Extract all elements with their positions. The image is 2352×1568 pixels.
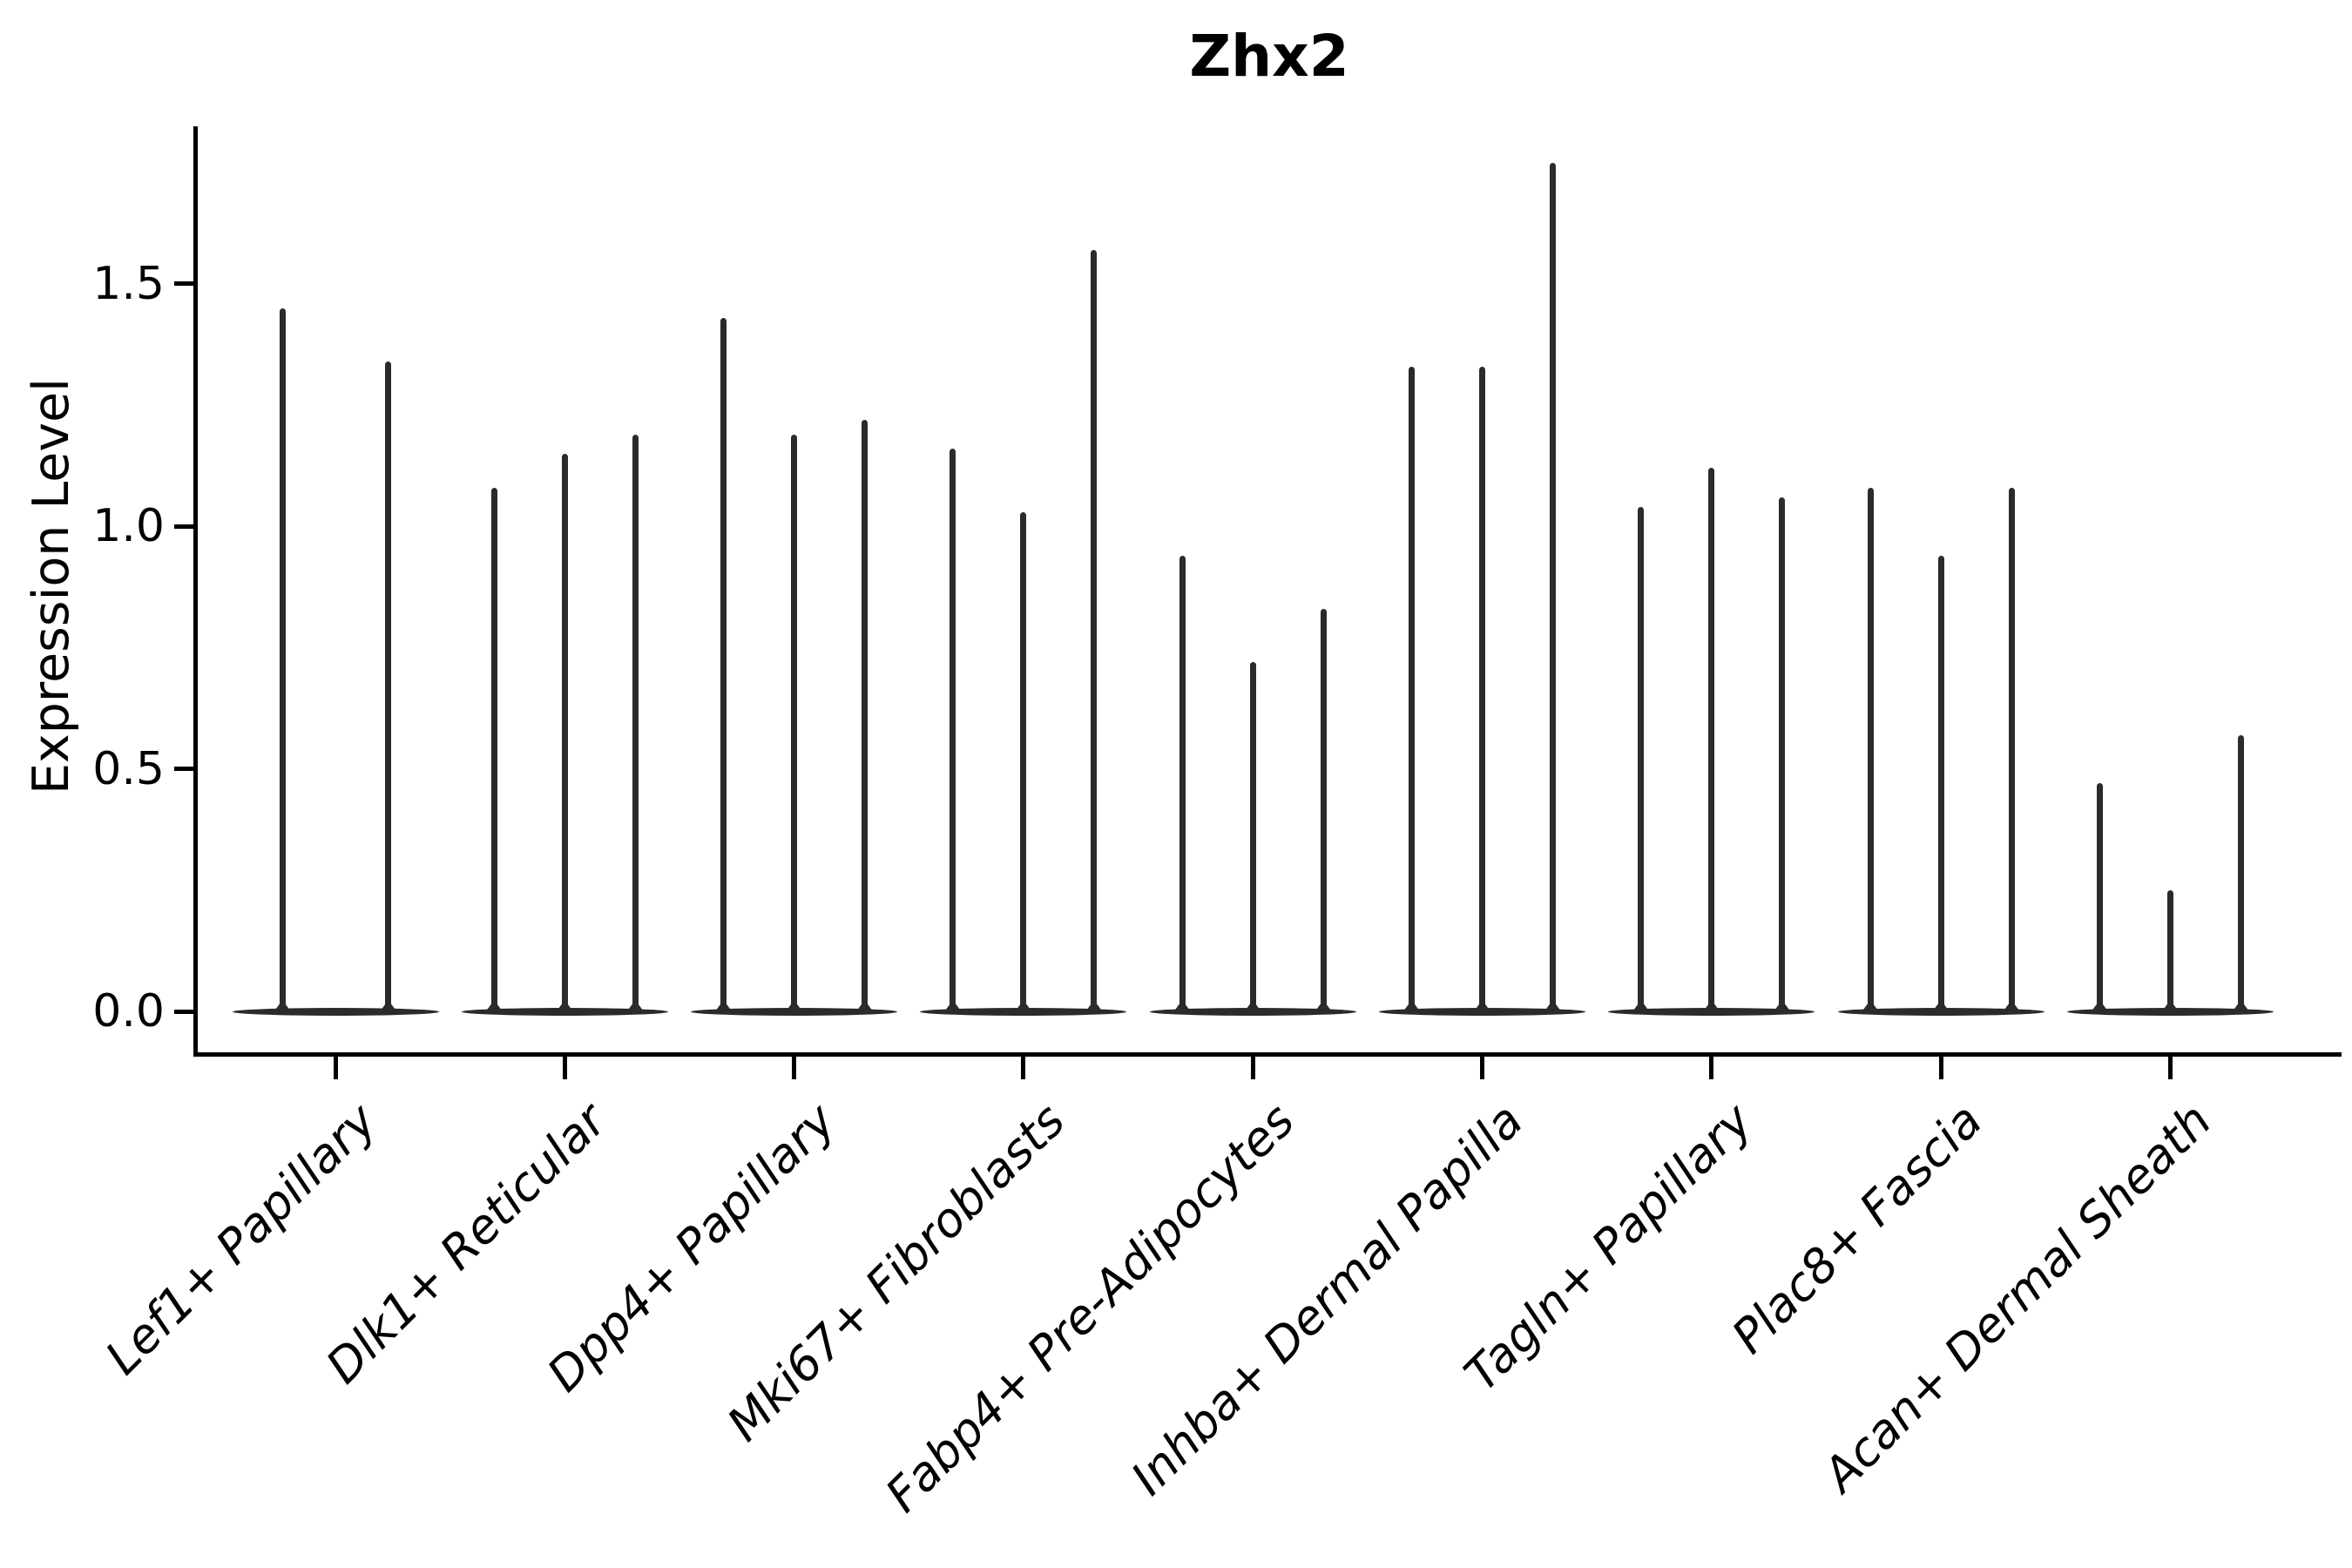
violin: [2237, 734, 2244, 1014]
x-tick-label: Acan+ Dermal Sheath: [1812, 1092, 2222, 1503]
x-tick-mark: [1021, 1057, 1026, 1079]
violin: [1091, 249, 1098, 1014]
violin-flare: [1173, 1000, 1193, 1013]
violin: [561, 453, 568, 1014]
violin-base: [232, 1007, 439, 1016]
chart-title: Zhx2: [1189, 23, 1349, 90]
violin: [2166, 889, 2173, 1014]
x-tick-mark: [1480, 1057, 1484, 1079]
violin: [1708, 468, 1715, 1014]
violin-flare: [1701, 1000, 1721, 1013]
violin-flare: [1631, 1000, 1651, 1013]
violin: [862, 419, 868, 1014]
violin-flare: [1772, 1000, 1792, 1013]
violin-flare: [378, 1000, 398, 1013]
x-tick-mark: [1709, 1057, 1714, 1079]
violin-flare: [1472, 1000, 1492, 1013]
y-tick-label: 1.0: [92, 500, 165, 553]
x-tick-mark: [333, 1057, 338, 1079]
x-tick-label: Fabp4+ Pre-Adipocytes: [875, 1092, 1305, 1523]
violin: [2096, 783, 2103, 1014]
x-tick-mark: [1250, 1057, 1255, 1079]
violin: [1320, 608, 1327, 1014]
violin-flare: [855, 1000, 875, 1013]
violin: [791, 434, 798, 1014]
violin-flare: [1543, 1000, 1563, 1013]
y-tick-mark: [174, 524, 193, 529]
x-axis-spine: [193, 1052, 2342, 1057]
violin-flare: [273, 1000, 293, 1013]
violin-flare: [1084, 1000, 1104, 1013]
x-tick-mark: [1938, 1057, 1943, 1079]
y-tick-label: 0.0: [92, 985, 165, 1037]
y-tick-mark: [174, 281, 193, 287]
violin-flare: [784, 1000, 804, 1013]
violin-flare: [555, 1000, 575, 1013]
violin-flare: [2090, 1000, 2110, 1013]
x-tick-mark: [562, 1057, 567, 1079]
violin: [385, 362, 392, 1014]
x-tick-mark: [792, 1057, 797, 1079]
violin: [1937, 555, 1944, 1014]
violin-flare: [1931, 1000, 1951, 1013]
violin-flare: [1243, 1000, 1263, 1013]
violin: [490, 487, 497, 1014]
violin: [1779, 497, 1786, 1014]
violin-flare: [2160, 1000, 2180, 1013]
violin: [1550, 162, 1556, 1014]
y-tick-mark: [174, 1009, 193, 1014]
x-tick-mark: [2167, 1057, 2173, 1079]
x-tick-label: Inhba+ Dermal Papilla: [1120, 1092, 1534, 1506]
violin-flare: [1314, 1000, 1334, 1013]
violin: [1249, 662, 1256, 1014]
violin-flare: [2002, 1000, 2022, 1013]
violin: [1638, 507, 1645, 1014]
violin-flare: [1013, 1000, 1033, 1013]
violin: [720, 317, 727, 1014]
violin-flare: [625, 1000, 645, 1013]
violin-flare: [943, 1000, 963, 1013]
y-tick-label: 0.5: [92, 742, 165, 795]
violin: [279, 308, 286, 1014]
violin: [632, 434, 639, 1014]
violin: [1409, 366, 1415, 1014]
violin-flare: [2231, 1000, 2251, 1013]
violin: [2008, 487, 2015, 1014]
violin: [950, 449, 956, 1014]
violin: [1867, 487, 1874, 1014]
violin: [1479, 366, 1485, 1014]
y-tick-mark: [174, 767, 193, 772]
violin-flare: [1861, 1000, 1881, 1013]
violin-flare: [713, 1000, 733, 1013]
violin-flare: [484, 1000, 504, 1013]
violin: [1020, 511, 1027, 1014]
y-axis-spine: [193, 126, 198, 1057]
violin: [1179, 555, 1186, 1014]
y-tick-label: 1.5: [92, 257, 165, 310]
y-axis-label: Expression Level: [23, 378, 80, 794]
violin-flare: [1402, 1000, 1422, 1013]
